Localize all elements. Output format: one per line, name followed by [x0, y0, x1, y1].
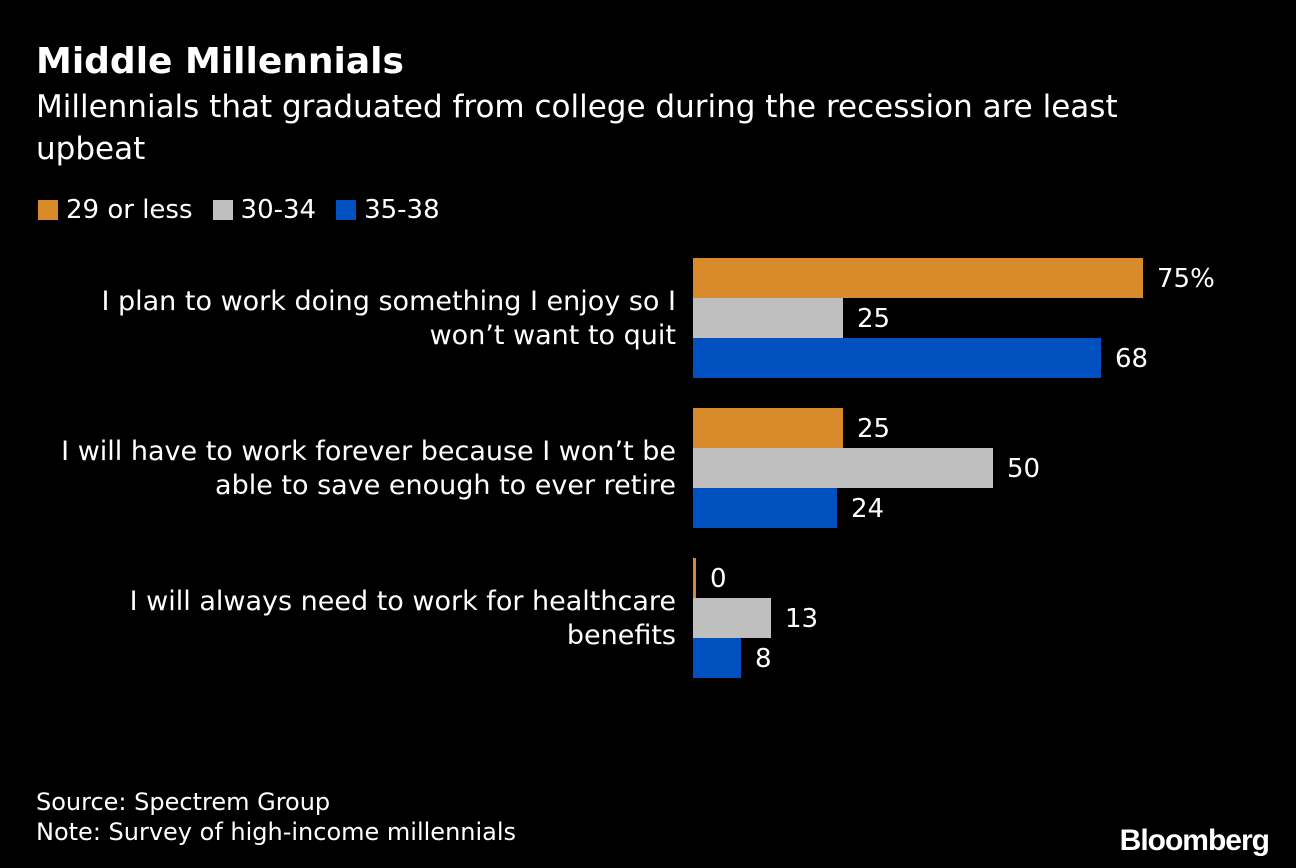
legend-label-35-38: 35-38 — [364, 195, 440, 225]
legend-item-29-or-less: 29 or less — [38, 193, 193, 227]
value-label-35-38-1: 68 — [1115, 344, 1148, 374]
bar-29-or-less-2 — [693, 408, 843, 448]
category-label-1: I plan to work doing something I enjoy s… — [101, 286, 676, 351]
bar-29-or-less-3 — [693, 558, 696, 598]
legend-swatch-35-38 — [336, 200, 357, 220]
bar-35-38-2 — [693, 488, 837, 528]
value-label-30-34-3: 13 — [785, 604, 818, 634]
category-label-line: able to save enough to ever retire — [215, 470, 676, 501]
legend-label-30-34: 30-34 — [240, 195, 317, 225]
value-label-30-34-2: 50 — [1007, 454, 1040, 484]
legend-label-29-or-less: 29 or less — [66, 195, 193, 225]
category-label-line: I will always need to work for healthcar… — [130, 586, 676, 617]
bar-29-or-less-1 — [693, 258, 1143, 298]
value-label-29-or-less-2: 25 — [857, 414, 890, 444]
bar-35-38-3 — [693, 638, 741, 678]
bar-30-34-2 — [693, 448, 993, 488]
value-label-30-34-1: 25 — [857, 304, 890, 334]
bar-30-34-3 — [693, 598, 771, 638]
chart-subtitle: Millennials that graduated from college … — [36, 89, 1118, 167]
legend: 29 or less 30-34 35-38 — [38, 193, 460, 227]
legend-item-35-38: 35-38 — [336, 193, 440, 227]
legend-swatch-29-or-less — [38, 200, 58, 220]
category-label-3: I will always need to work for healthcar… — [130, 586, 676, 651]
footer: Source: Spectrem Group Note: Survey of h… — [36, 787, 516, 847]
survey-note: Note: Survey of high-income millennials — [36, 818, 517, 846]
value-label-35-38-3: 8 — [755, 644, 772, 674]
legend-item-30-34: 30-34 — [212, 193, 317, 227]
category-label-line: won’t want to quit — [430, 320, 676, 351]
source-note: Source: Spectrem Group — [36, 788, 331, 816]
bloomberg-logo: Bloomberg — [1119, 824, 1270, 857]
bar-30-34-1 — [693, 298, 843, 338]
category-label-line: I plan to work doing something I enjoy s… — [101, 286, 676, 317]
bar-35-38-1 — [693, 338, 1101, 378]
category-label-line: benefits — [567, 620, 676, 651]
category-label-2: I will have to work forever because I wo… — [61, 436, 676, 501]
bar-chart: I plan to work doing something I enjoy s… — [61, 258, 1215, 678]
category-label-line: I will have to work forever because I wo… — [61, 436, 676, 467]
value-label-29-or-less-3: 0 — [710, 564, 727, 594]
value-label-35-38-2: 24 — [851, 494, 884, 524]
value-label-29-or-less-1: 75% — [1157, 264, 1215, 294]
chart-title: Middle Millennials — [36, 41, 404, 82]
legend-swatch-30-34 — [212, 200, 233, 220]
